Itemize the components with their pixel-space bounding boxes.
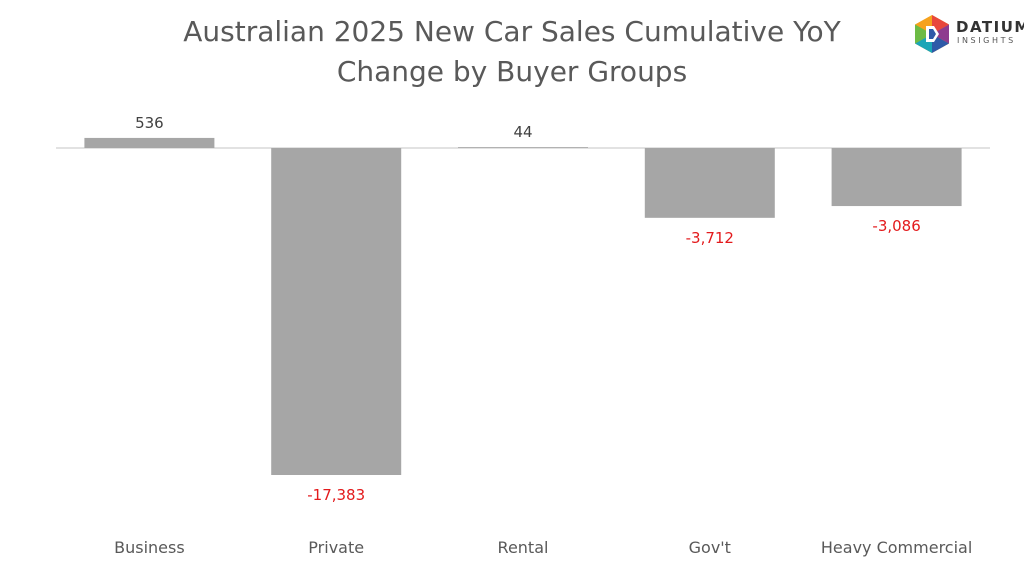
data-label: 536: [135, 114, 164, 132]
bar-business: [84, 137, 215, 148]
logo-subtitle: INSIGHTS: [957, 36, 1016, 45]
data-label: 44: [513, 123, 532, 141]
bar-heavy-commercial: [831, 148, 962, 207]
category-label: Business: [114, 538, 185, 557]
logo-wordmark: DATIUM: [956, 18, 1024, 36]
datium-hexagon-icon: [915, 15, 949, 53]
category-label: Gov't: [689, 538, 731, 557]
data-label: -3,712: [686, 229, 734, 247]
data-label: -3,086: [872, 217, 920, 235]
data-label: -17,383: [307, 486, 365, 504]
category-label: Rental: [498, 538, 549, 557]
category-label: Heavy Commercial: [821, 538, 972, 557]
bar-gov-t: [644, 148, 775, 218]
datium-insights-logo: DATIUM INSIGHTS: [912, 14, 1024, 54]
chart-title-line-1: Australian 2025 New Car Sales Cumulative…: [183, 15, 841, 48]
bar-private: [271, 148, 402, 475]
chart-title-line-2: Change by Buyer Groups: [336, 55, 688, 88]
category-label: Private: [308, 538, 364, 557]
bar-rental: [458, 147, 588, 148]
